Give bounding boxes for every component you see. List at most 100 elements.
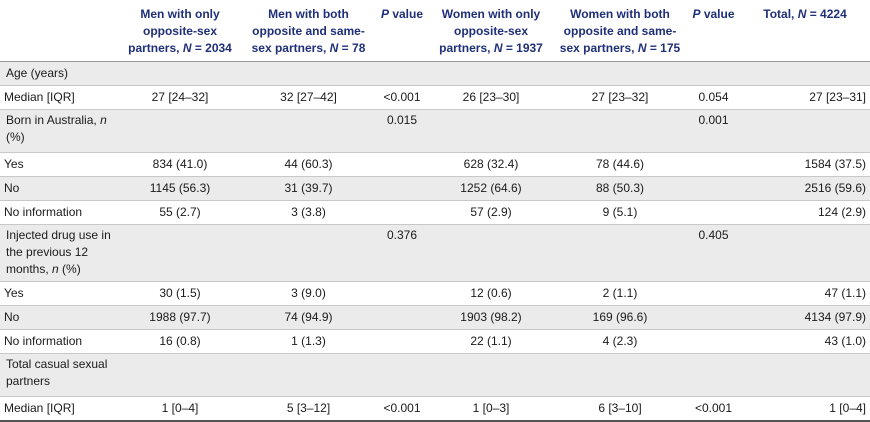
column-header-italic: N — [329, 41, 339, 55]
table-cell — [118, 224, 242, 282]
table-row: Median [IQR] 1 [0–4] 5 [3–12] <0.001 1 [0–3]… — [0, 396, 870, 422]
column-header-text: Women with both opposite and same-sex pa… — [559, 7, 677, 55]
table-cell — [687, 353, 740, 397]
table-cell: 1 [0–3] — [429, 396, 553, 422]
table-cell: 0.405 — [687, 224, 740, 282]
column-header-suffix: value — [700, 7, 735, 21]
table-cell — [242, 109, 375, 153]
column-header-italic: N — [797, 7, 807, 21]
table-cell: 78 (44.6) — [553, 152, 687, 177]
row-label: Total casual sexual partners — [0, 353, 118, 397]
column-header-text: Men with only opposite-sex partners, — [128, 7, 220, 55]
table-cell: 4 (2.3) — [553, 329, 687, 354]
column-header-italic: P — [380, 7, 389, 21]
row-sublabel: Median [IQR] — [0, 85, 118, 110]
table-cell — [553, 61, 687, 86]
column-header-italic: N — [637, 41, 647, 55]
table-cell: 27 [23–32] — [553, 85, 687, 110]
row-label-text: Yes — [4, 156, 24, 171]
table-cell: 47 (1.1) — [740, 281, 870, 306]
table-cell — [687, 176, 740, 201]
table-cell: 43 (1.0) — [740, 329, 870, 354]
table-cell: 44 (60.3) — [242, 152, 375, 177]
table-cell: 9 (5.1) — [553, 200, 687, 225]
table-body: Age (years) Median [IQR] 27 [24–32] 32 [27–… — [0, 61, 870, 422]
table-cell — [429, 109, 553, 153]
table-cell — [740, 109, 870, 153]
table-cell: 1988 (97.7) — [118, 305, 242, 330]
row-sublabel: Yes — [0, 281, 118, 306]
row-label-text: Median [IQR] — [4, 400, 75, 415]
table-cell — [375, 281, 429, 306]
row-sublabel: No information — [0, 200, 118, 225]
table-cell: 124 (2.9) — [740, 200, 870, 225]
row-label-text: Born in Australia, — [6, 112, 101, 127]
table-row: Total casual sexual partners — [0, 353, 870, 397]
table-cell — [687, 200, 740, 225]
table-cell — [375, 61, 429, 86]
table-row: No information 16 (0.8) 1 (1.3) 22 (1.1) 4 (… — [0, 329, 870, 354]
column-header: Women with both opposite and same-sex pa… — [553, 0, 687, 62]
table-cell: 0.001 — [687, 109, 740, 153]
table-cell: 1903 (98.2) — [429, 305, 553, 330]
table-cell: 57 (2.9) — [429, 200, 553, 225]
table-cell: 32 [27–42] — [242, 85, 375, 110]
table-cell: 2 (1.1) — [553, 281, 687, 306]
table-cell: 1145 (56.3) — [118, 176, 242, 201]
table-row: Injected drug use in the previous 12 mon… — [0, 224, 870, 282]
table-cell: 628 (32.4) — [429, 152, 553, 177]
table-cell: 1 (1.3) — [242, 329, 375, 354]
table-cell — [375, 305, 429, 330]
row-label: Injected drug use in the previous 12 mon… — [0, 224, 118, 282]
table-cell — [687, 152, 740, 177]
column-header: P value — [687, 0, 740, 62]
table-cell — [118, 109, 242, 153]
row-label-text: No information — [4, 204, 83, 219]
column-header-suffix: = 4224 — [806, 7, 847, 21]
row-label-text: Age (years) — [6, 65, 69, 80]
column-header-suffix: = 175 — [646, 41, 681, 55]
table-cell — [375, 353, 429, 397]
row-label-text: Total casual sexual partners — [6, 356, 108, 388]
column-header: Total, N = 4224 — [740, 0, 870, 62]
table-cell: <0.001 — [375, 396, 429, 422]
table-cell — [740, 353, 870, 397]
row-sublabel: No — [0, 176, 118, 201]
row-label-italic: n — [100, 112, 107, 127]
table-cell: 27 [23–31] — [740, 85, 870, 110]
row-sublabel: No — [0, 305, 118, 330]
row-label: Born in Australia, n (%) — [0, 109, 118, 153]
table-cell: 30 (1.5) — [118, 281, 242, 306]
table-cell: 74 (94.9) — [242, 305, 375, 330]
row-label: Age (years) — [0, 61, 118, 86]
table-cell: 4134 (97.9) — [740, 305, 870, 330]
table-cell — [118, 353, 242, 397]
table-cell: 55 (2.7) — [118, 200, 242, 225]
column-header-text: Women with only opposite-sex partners, — [439, 7, 541, 55]
column-header: P value — [375, 0, 429, 62]
row-label-text: Median [IQR] — [4, 89, 75, 104]
table-cell: 12 (0.6) — [429, 281, 553, 306]
table-cell — [429, 61, 553, 86]
table-cell: 1252 (64.6) — [429, 176, 553, 201]
table-cell: 0.054 — [687, 85, 740, 110]
column-header-italic: N — [182, 41, 192, 55]
table-cell — [553, 224, 687, 282]
table-cell: <0.001 — [375, 85, 429, 110]
column-header-text: Total, — [763, 7, 798, 21]
table-cell: 834 (41.0) — [118, 152, 242, 177]
table-cell — [242, 224, 375, 282]
table-cell — [740, 224, 870, 282]
table-cell: 1584 (37.5) — [740, 152, 870, 177]
column-header-suffix: = 1937 — [502, 41, 543, 55]
row-label-text: No information — [4, 333, 83, 348]
column-header: Men with only opposite-sex partners, N =… — [118, 0, 242, 62]
column-header-italic: N — [493, 41, 503, 55]
row-sublabel: Median [IQR] — [0, 396, 118, 422]
table-cell: <0.001 — [687, 396, 740, 422]
row-label-suffix: (%) — [58, 261, 81, 276]
table-cell: 169 (96.6) — [553, 305, 687, 330]
table-cell: 31 (39.7) — [242, 176, 375, 201]
row-sublabel: No information — [0, 329, 118, 354]
table-cell: 2516 (59.6) — [740, 176, 870, 201]
